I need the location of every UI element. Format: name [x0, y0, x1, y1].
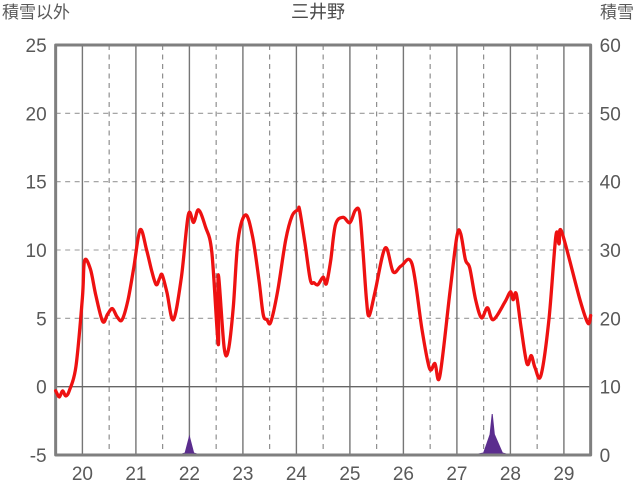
svg-text:27: 27: [446, 464, 467, 485]
svg-text:10: 10: [26, 241, 47, 262]
svg-text:20: 20: [72, 464, 93, 485]
svg-text:30: 30: [600, 241, 621, 262]
svg-text:60: 60: [600, 36, 621, 57]
svg-text:25: 25: [26, 36, 47, 57]
svg-text:20: 20: [26, 104, 47, 125]
svg-text:40: 40: [600, 173, 621, 194]
svg-text:5: 5: [36, 309, 47, 330]
svg-text:21: 21: [125, 464, 146, 485]
svg-text:50: 50: [600, 104, 621, 125]
svg-text:積雪: 積雪: [600, 3, 634, 22]
svg-text:29: 29: [553, 464, 574, 485]
svg-text:-5: -5: [30, 446, 47, 467]
svg-text:0: 0: [36, 378, 47, 399]
svg-text:10: 10: [600, 378, 621, 399]
svg-text:22: 22: [179, 464, 200, 485]
svg-text:積雪以外: 積雪以外: [2, 3, 70, 22]
svg-text:三井野: 三井野: [291, 2, 345, 22]
svg-text:20: 20: [600, 309, 621, 330]
svg-text:26: 26: [393, 464, 414, 485]
svg-text:0: 0: [600, 446, 611, 467]
svg-text:28: 28: [500, 464, 521, 485]
svg-text:23: 23: [232, 464, 253, 485]
svg-text:24: 24: [286, 464, 308, 485]
svg-text:15: 15: [26, 173, 47, 194]
svg-text:25: 25: [339, 464, 360, 485]
